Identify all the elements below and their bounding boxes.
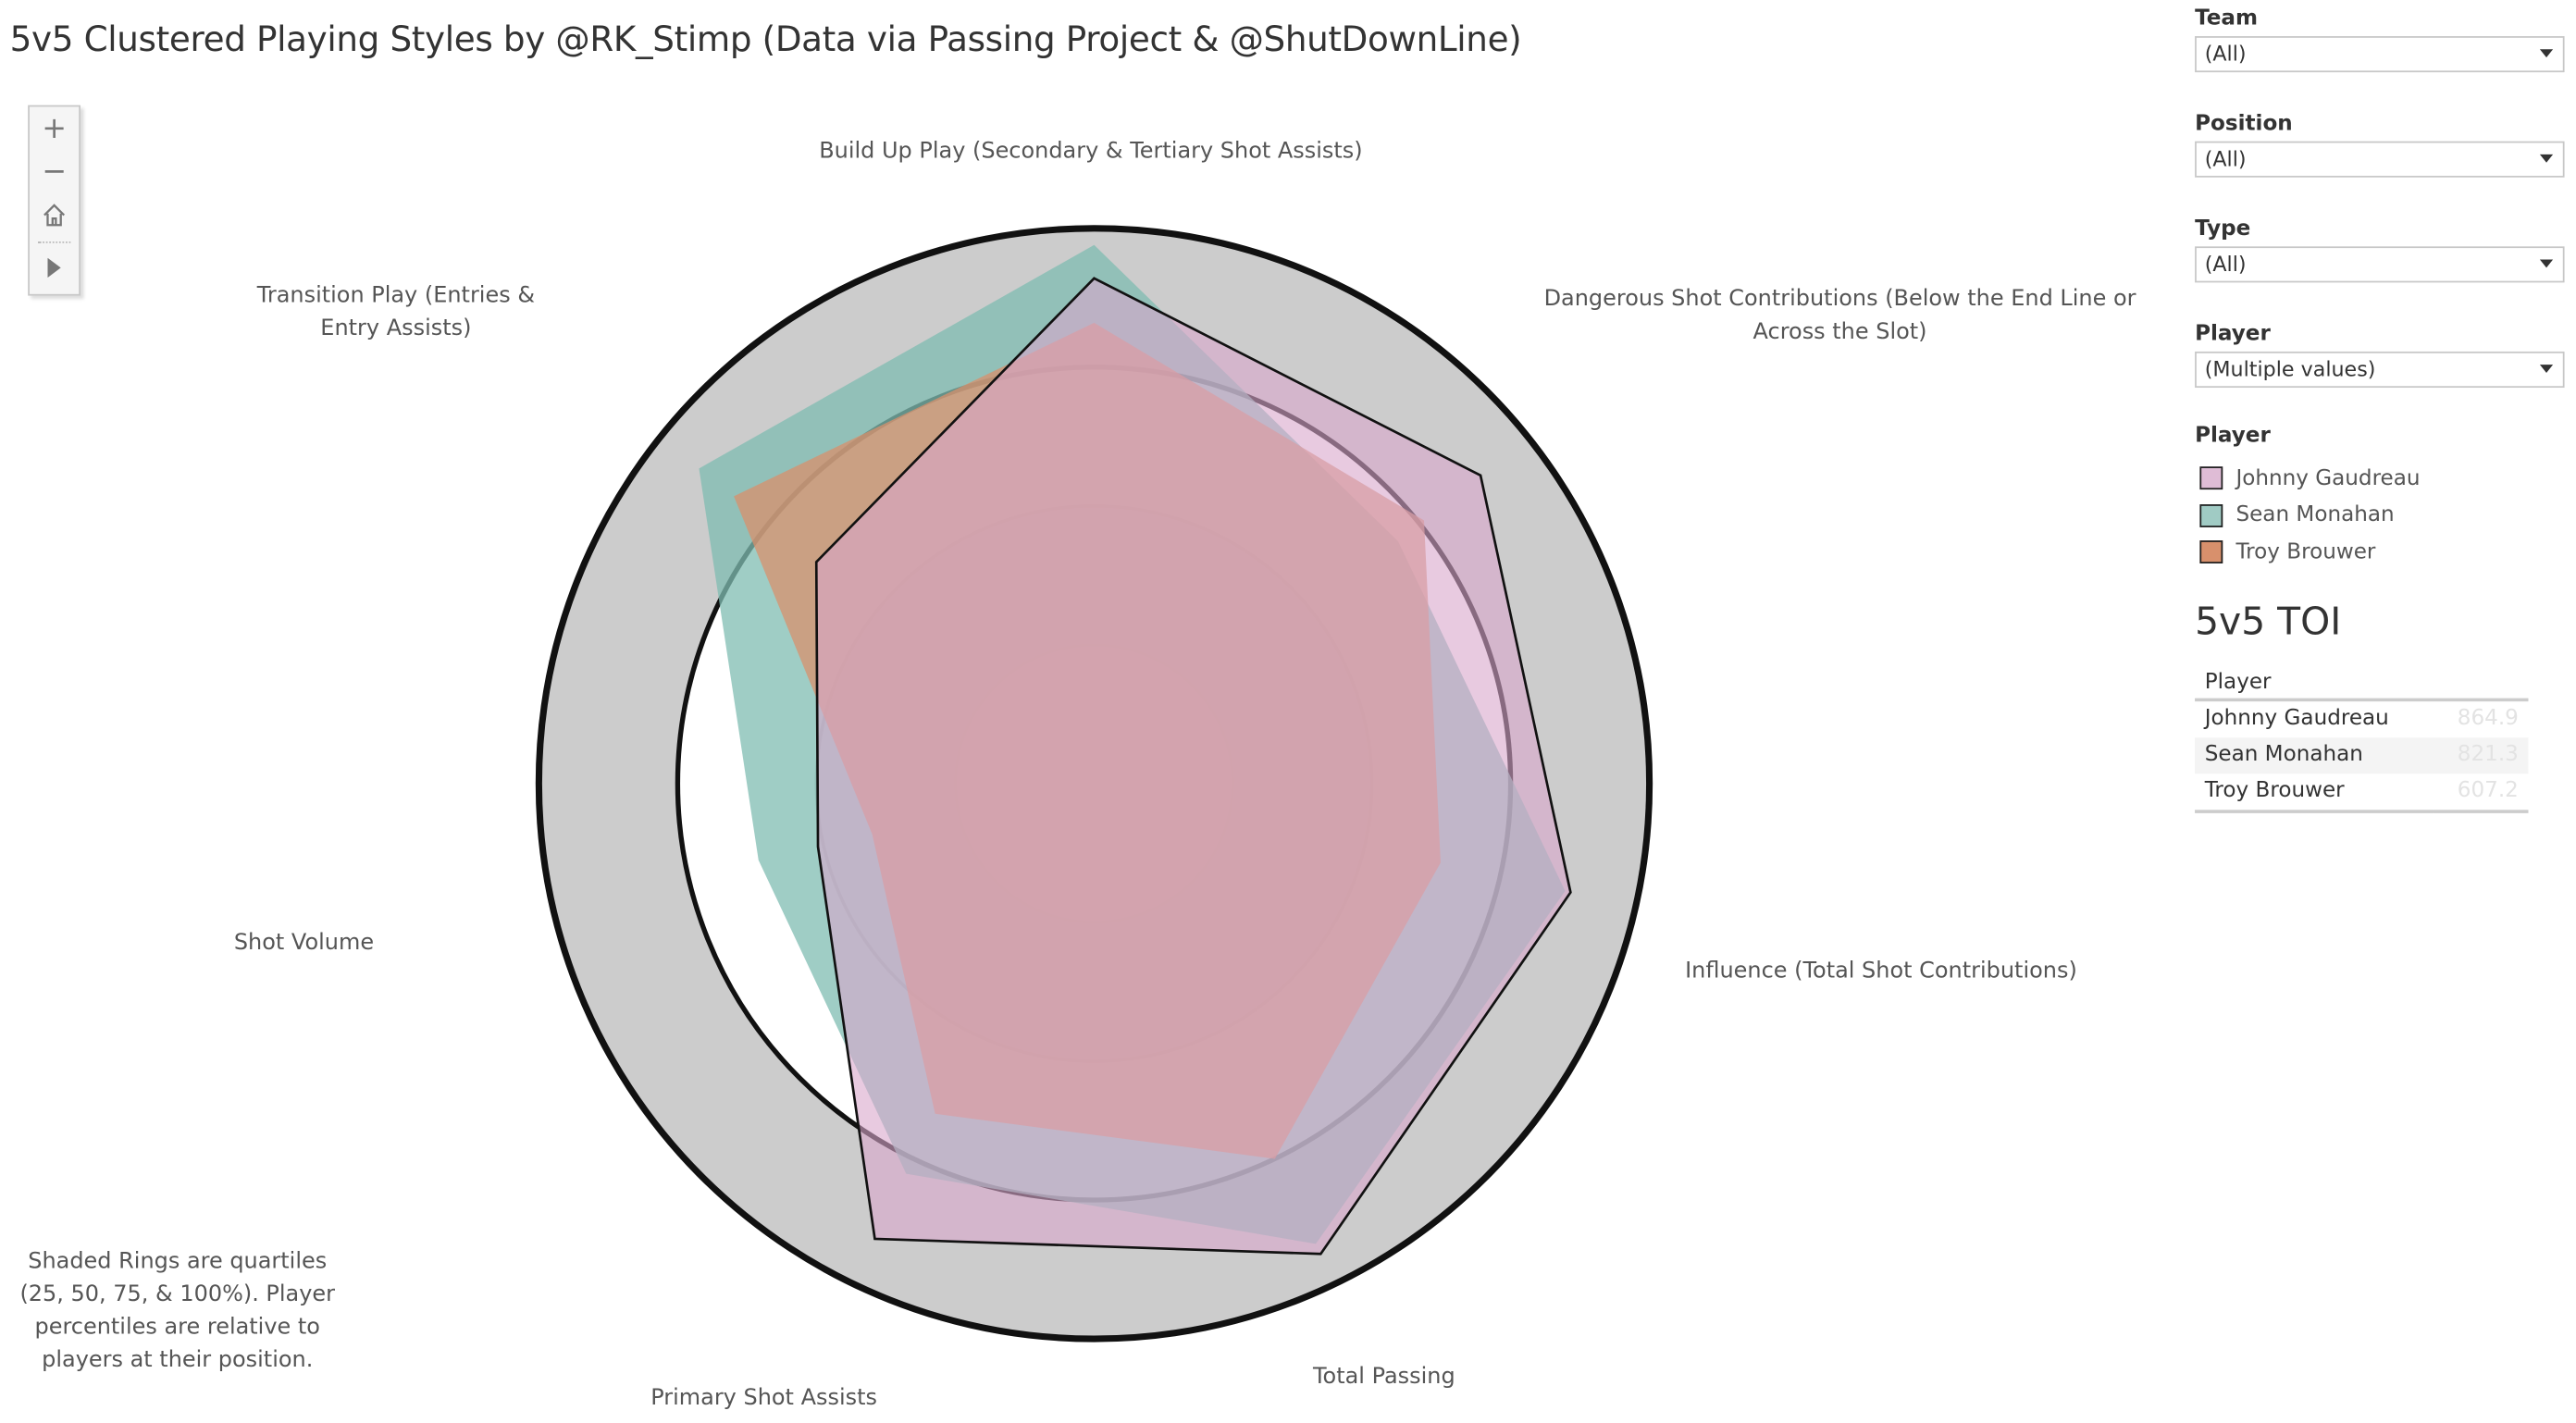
axis-label-build-up: Build Up Play (Secondary & Tertiary Shot… [819,138,1363,165]
filter-label-type: Type [2195,217,2251,241]
dashboard-title: 5v5 Clustered Playing Styles by @RK_Stim… [9,19,1522,59]
legend-label: Johnny Gaudreau [2235,465,2421,491]
toolbar-divider [37,241,71,243]
table-row[interactable]: Johnny Gaudreau 864.9 [2195,699,2528,736]
team-dropdown-value: (All) [2204,41,2247,67]
filter-label-player: Player [2195,321,2271,347]
toi-table: Player Johnny Gaudreau 864.9 Sean Monahan… [2195,665,2529,812]
legend-label: Sean Monahan [2235,502,2395,528]
toi-value: 864.9 [2457,706,2519,732]
axis-label-dangerous: Dangerous Shot Contributions (Below the … [1543,285,2136,345]
legend-swatch [2199,540,2223,564]
table-row[interactable]: Sean Monahan 821.3 [2195,736,2529,773]
chevron-down-icon [2539,259,2554,268]
type-dropdown[interactable]: (All) [2195,246,2565,283]
axis-label-transition: Transition Play (Entries & Entry Assists… [256,282,536,342]
series-polygon-johnny-gaudreau[interactable] [814,277,1572,1256]
legend-title: Player [2195,424,2271,449]
table-row[interactable]: Troy Brouwer 607.2 [2195,773,2529,812]
axis-label-primary-shot-assists: Primary Shot Assists [650,1384,877,1412]
legend-swatch [2199,503,2223,527]
map-zoom-toolbar: + − [28,105,80,296]
player-dropdown[interactable]: (Multiple values) [2195,351,2565,389]
home-icon[interactable] [30,195,79,235]
filter-label-team: Team [2195,6,2259,31]
chevron-down-icon [2539,365,2554,374]
toi-player: Troy Brouwer [2195,773,2434,812]
type-dropdown-value: (All) [2204,251,2247,277]
play-icon[interactable] [30,248,79,288]
quartile-note: Shaded Rings are quartiles (25, 50, 75, … [19,1248,336,1374]
plus-icon[interactable]: + [42,111,67,147]
legend-swatch [2199,466,2223,490]
position-dropdown-value: (All) [2204,146,2247,171]
chevron-down-icon [2539,49,2554,58]
toi-title: 5v5 TOI [2195,600,2342,644]
player-dropdown-value: (Multiple values) [2204,356,2376,381]
legend-item-monahan[interactable]: Sean Monahan [2195,497,2564,534]
toi-column-header: Player [2195,665,2434,701]
axis-label-influence: Influence (Total Shot Contributions) [1685,958,2077,984]
axis-label-total-passing: Total Passing [1312,1363,1455,1391]
minus-icon[interactable]: − [42,154,67,190]
filter-label-position: Position [2195,111,2293,137]
position-dropdown[interactable]: (All) [2195,141,2565,178]
toi-value: 607.2 [2434,773,2529,812]
toi-value: 821.3 [2434,736,2529,773]
legend-label: Troy Brouwer [2235,539,2376,565]
toi-player: Johnny Gaudreau [2204,706,2389,732]
chevron-down-icon [2539,154,2554,163]
legend-item-gaudreau[interactable]: Johnny Gaudreau [2195,460,2564,497]
filter-panel: Team (All) Position (All) Type (All) Pla… [2195,0,2565,812]
axis-label-shot-volume: Shot Volume [233,929,375,957]
legend-item-brouwer[interactable]: Troy Brouwer [2195,534,2564,571]
toi-player: Sean Monahan [2195,736,2434,773]
team-dropdown[interactable]: (All) [2195,36,2565,73]
